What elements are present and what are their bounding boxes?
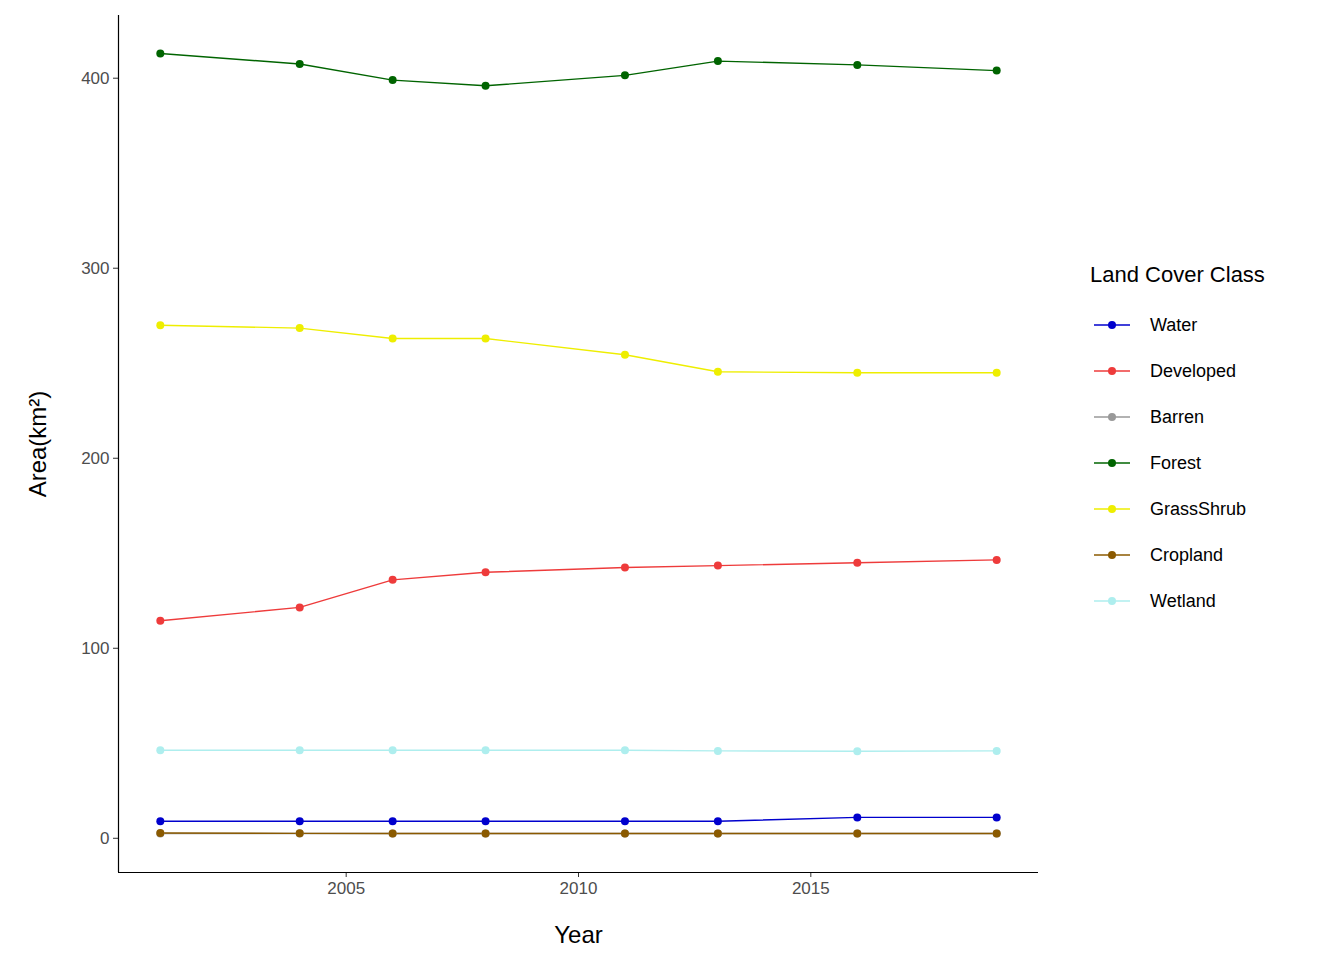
svg-text:2010: 2010 (560, 879, 598, 898)
html-text:Land Cover Class: Land Cover Class (1090, 262, 1265, 287)
svg-text:2005: 2005 (327, 879, 365, 898)
svg-text:100: 100 (81, 639, 109, 658)
svg-text:Year: Year (554, 921, 603, 948)
html-text:Cropland: Cropland (1150, 544, 1223, 565)
svg-text:200: 200 (81, 449, 109, 468)
svg-text:Area(km²): Area(km²) (24, 391, 51, 498)
html-text:Forest: Forest (1150, 452, 1201, 473)
svg-text:400: 400 (81, 69, 109, 88)
svg-text:300: 300 (81, 259, 109, 278)
svg-text:2015: 2015 (792, 879, 830, 898)
html-text:GrassShrub: GrassShrub (1150, 498, 1246, 519)
html-text:Water: Water (1150, 314, 1198, 335)
html-text:Barren: Barren (1150, 406, 1204, 427)
html-text:Developed: Developed (1150, 360, 1237, 381)
svg-text:0: 0 (100, 829, 109, 848)
html-text:Wetland: Wetland (1150, 590, 1216, 611)
